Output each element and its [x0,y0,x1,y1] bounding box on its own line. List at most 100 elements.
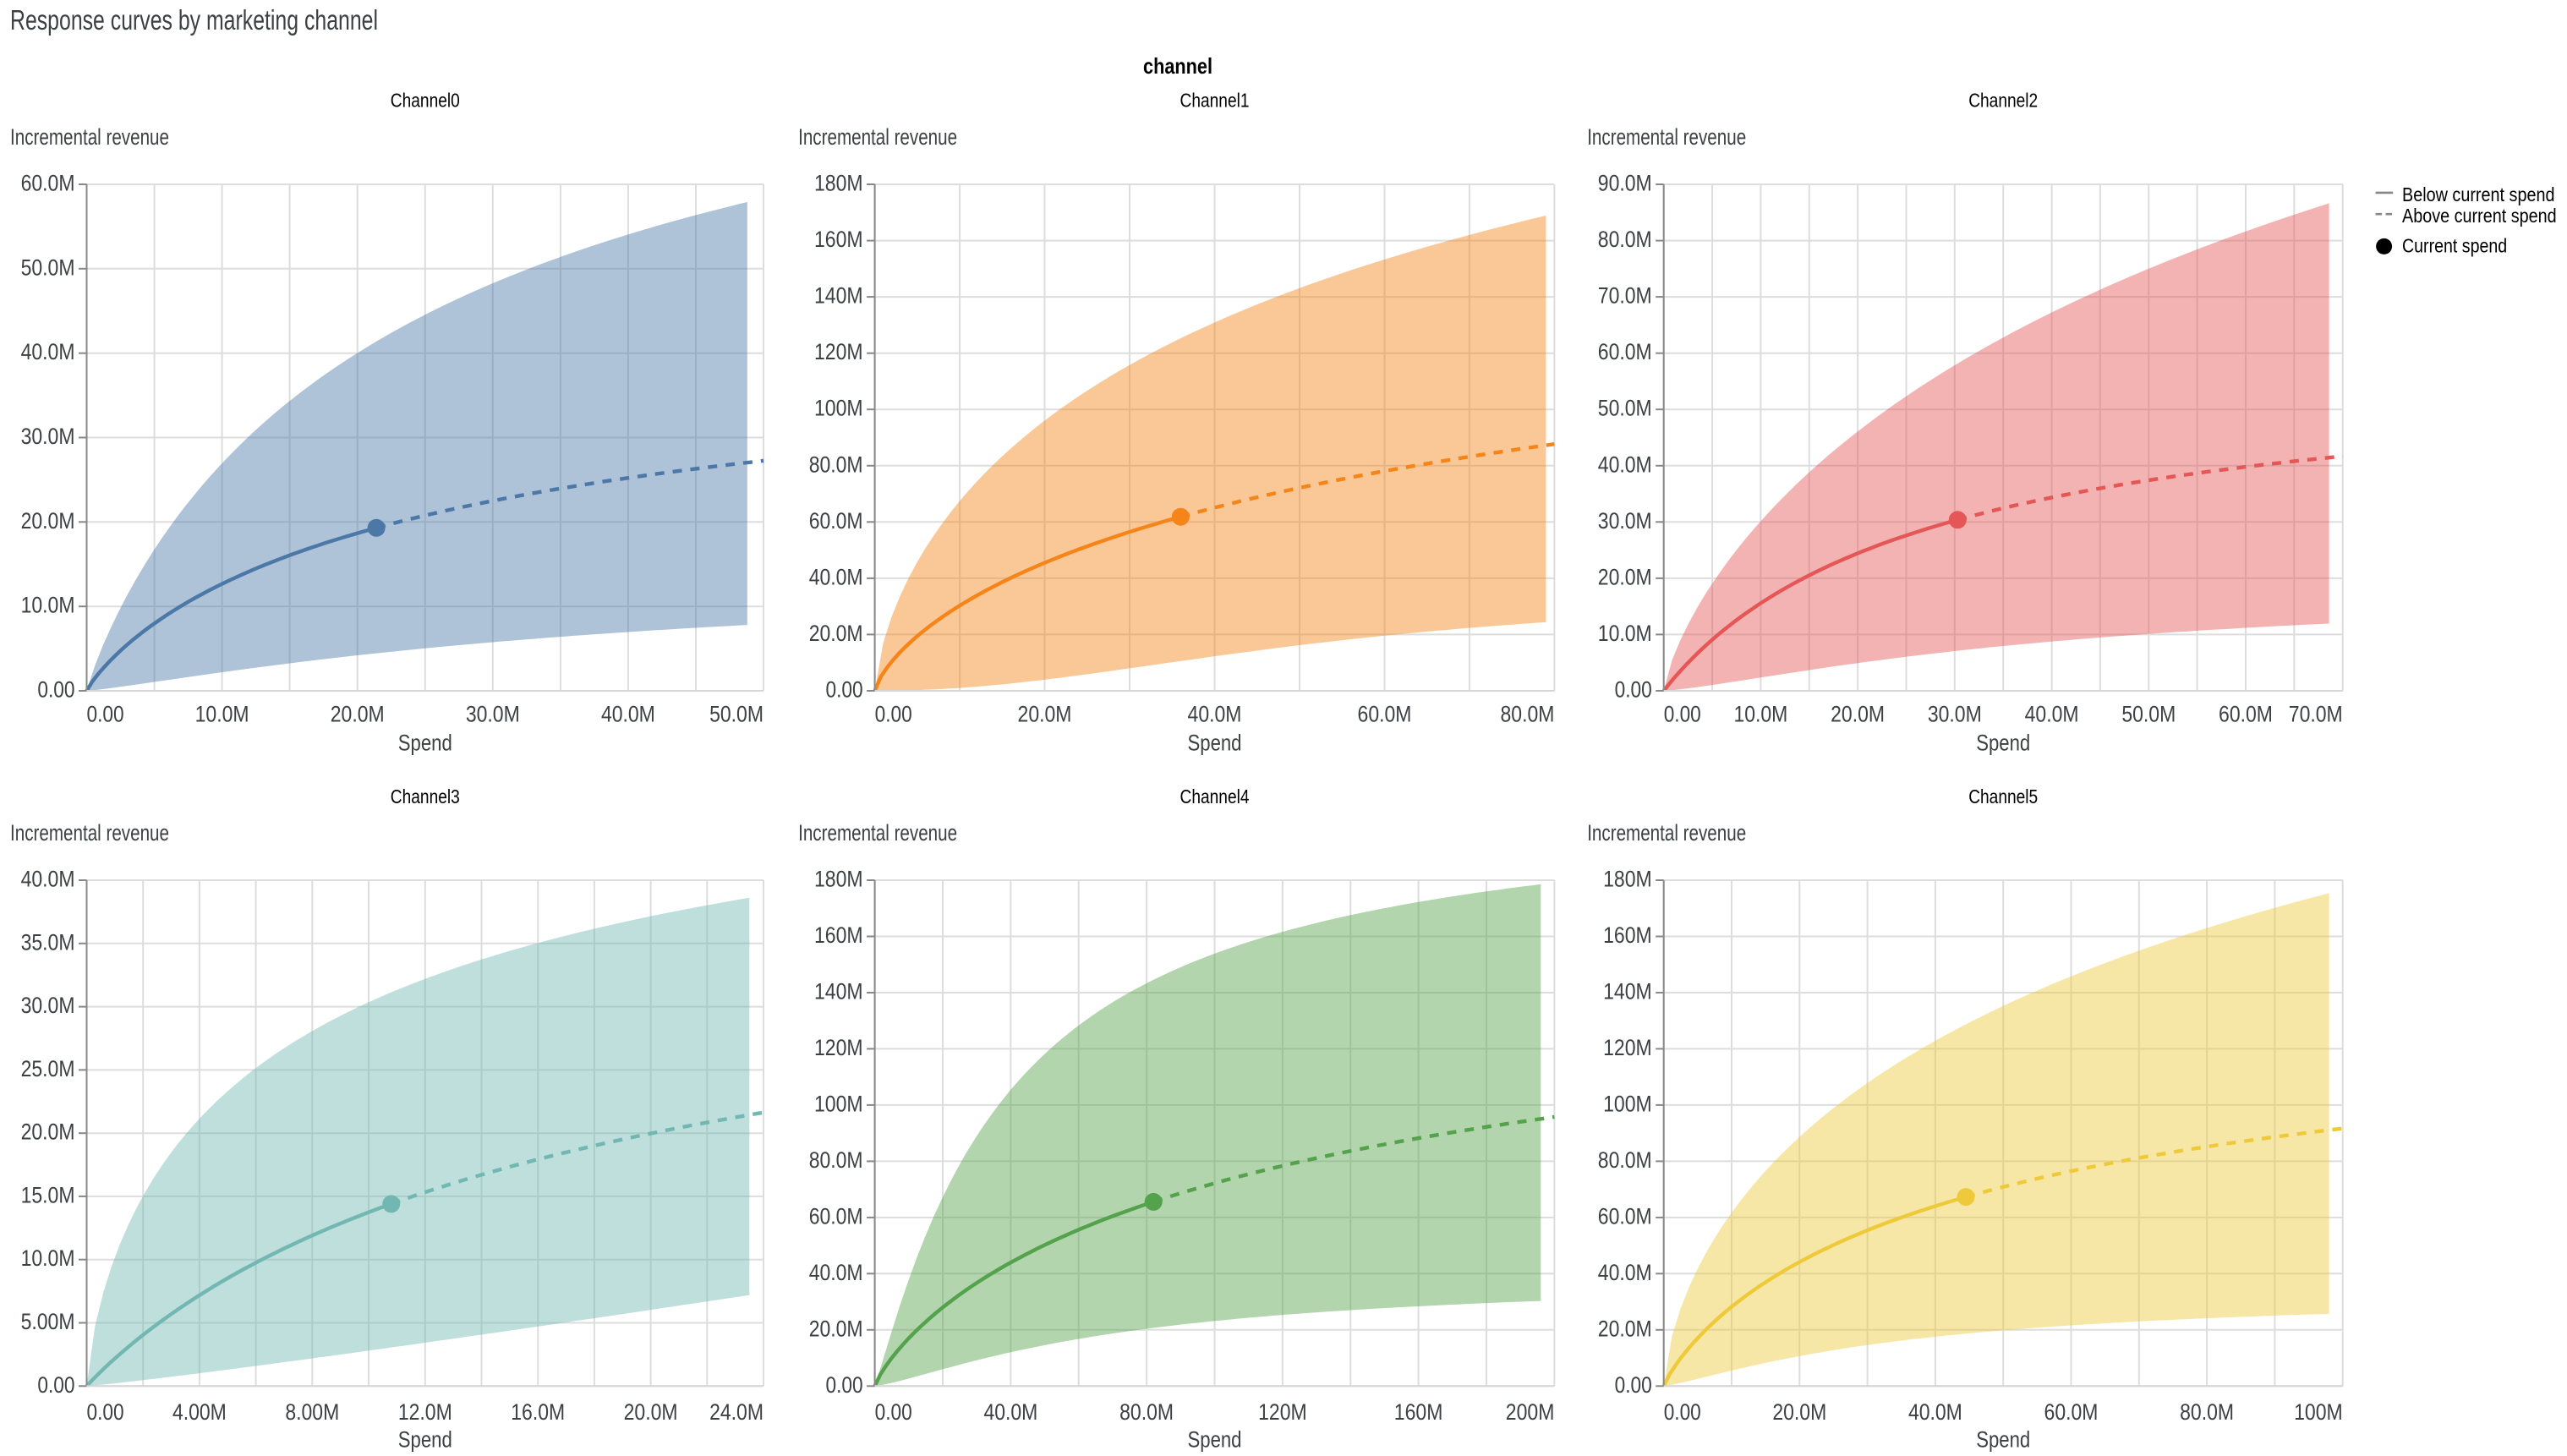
svg-text:20.0M: 20.0M [21,508,75,534]
svg-text:40.0M: 40.0M [21,339,75,364]
svg-text:0.00: 0.00 [37,1372,74,1398]
svg-text:90.0M: 90.0M [1598,171,1652,196]
svg-text:50.0M: 50.0M [21,255,75,280]
svg-text:100M: 100M [814,396,863,421]
svg-text:60.0M: 60.0M [1598,339,1652,364]
svg-text:40.0M: 40.0M [1908,1399,1962,1425]
svg-text:60.0M: 60.0M [1598,1203,1652,1229]
svg-text:Spend: Spend [1976,1426,2030,1452]
svg-text:20.0M: 20.0M [331,702,385,727]
svg-text:25.0M: 25.0M [21,1056,75,1081]
svg-text:0.00: 0.00 [875,702,912,727]
svg-text:160M: 160M [814,227,863,252]
svg-text:120M: 120M [1258,1399,1307,1425]
svg-text:Channel5: Channel5 [1968,785,2038,807]
svg-text:160M: 160M [814,922,863,948]
svg-text:30.0M: 30.0M [1928,702,1982,727]
svg-text:Spend: Spend [1976,731,2030,756]
svg-text:0.00: 0.00 [826,1372,863,1398]
svg-text:100M: 100M [814,1091,863,1116]
svg-text:35.0M: 35.0M [21,929,75,955]
svg-text:0.00: 0.00 [1664,1399,1701,1425]
svg-text:20.0M: 20.0M [21,1119,75,1145]
svg-text:Incremental revenue: Incremental revenue [798,124,957,150]
svg-text:70.0M: 70.0M [2289,702,2343,727]
svg-text:80.0M: 80.0M [1119,1399,1174,1425]
svg-text:30.0M: 30.0M [466,702,520,727]
svg-text:Spend: Spend [398,731,452,756]
svg-text:60.0M: 60.0M [2044,1399,2099,1425]
svg-text:Spend: Spend [1188,1426,1242,1452]
svg-text:10.0M: 10.0M [21,1245,75,1271]
svg-text:40.0M: 40.0M [1188,702,1242,727]
svg-text:20.0M: 20.0M [809,1316,863,1341]
svg-text:100M: 100M [2294,1399,2343,1425]
svg-text:0.00: 0.00 [37,677,74,703]
svg-text:0.00: 0.00 [1615,677,1652,703]
svg-text:20.0M: 20.0M [1598,564,1652,589]
svg-text:Spend: Spend [1188,731,1242,756]
svg-text:80.0M: 80.0M [1598,1147,1652,1173]
svg-text:20.0M: 20.0M [1831,702,1885,727]
svg-text:Current spend: Current spend [2402,235,2507,257]
svg-text:Channel0: Channel0 [391,90,460,112]
svg-text:160M: 160M [1603,922,1652,948]
svg-text:30.0M: 30.0M [21,993,75,1018]
svg-text:0.00: 0.00 [1664,702,1701,727]
svg-text:40.0M: 40.0M [809,1260,863,1285]
svg-text:200M: 200M [1506,1399,1555,1425]
svg-text:0.00: 0.00 [1615,1372,1652,1398]
svg-text:80.0M: 80.0M [809,1147,863,1173]
svg-text:channel: channel [1143,53,1212,79]
svg-text:70.0M: 70.0M [1598,283,1652,309]
svg-text:Channel1: Channel1 [1180,90,1250,112]
svg-text:120M: 120M [814,1035,863,1060]
svg-text:140M: 140M [814,283,863,309]
svg-text:140M: 140M [814,979,863,1004]
svg-text:100M: 100M [1603,1091,1652,1116]
svg-text:80.0M: 80.0M [1598,227,1652,252]
svg-text:Response curves by marketing c: Response curves by marketing channel [10,4,378,36]
svg-text:140M: 140M [1603,979,1652,1004]
svg-text:180M: 180M [814,171,863,196]
svg-text:60.0M: 60.0M [21,171,75,196]
svg-text:Incremental revenue: Incremental revenue [1587,820,1746,846]
svg-text:Channel4: Channel4 [1180,785,1250,807]
svg-text:40.0M: 40.0M [1598,452,1652,477]
svg-text:0.00: 0.00 [875,1399,912,1425]
svg-text:10.0M: 10.0M [21,593,75,618]
svg-text:30.0M: 30.0M [1598,508,1652,534]
svg-text:10.0M: 10.0M [1598,621,1652,646]
svg-text:50.0M: 50.0M [1598,396,1652,421]
svg-text:10.0M: 10.0M [195,702,249,727]
svg-text:120M: 120M [1603,1035,1652,1060]
svg-text:Below current spend: Below current spend [2402,183,2555,205]
svg-text:Incremental revenue: Incremental revenue [10,820,169,846]
svg-text:80.0M: 80.0M [1501,702,1555,727]
svg-text:40.0M: 40.0M [983,1399,1037,1425]
svg-text:120M: 120M [814,339,863,364]
svg-text:20.0M: 20.0M [809,621,863,646]
svg-text:40.0M: 40.0M [21,867,75,892]
svg-text:20.0M: 20.0M [1018,702,1072,727]
svg-text:Above current spend: Above current spend [2402,205,2557,227]
svg-text:15.0M: 15.0M [21,1182,75,1207]
svg-text:20.0M: 20.0M [1772,1399,1826,1425]
svg-text:0.00: 0.00 [87,1399,124,1425]
svg-text:8.00M: 8.00M [285,1399,339,1425]
svg-text:50.0M: 50.0M [709,702,764,727]
svg-text:Channel2: Channel2 [1968,90,2038,112]
svg-text:Channel3: Channel3 [391,785,460,807]
svg-text:80.0M: 80.0M [2180,1399,2234,1425]
svg-text:160M: 160M [1394,1399,1443,1425]
svg-text:16.0M: 16.0M [511,1399,565,1425]
svg-text:60.0M: 60.0M [1358,702,1412,727]
svg-text:180M: 180M [1603,867,1652,892]
svg-text:24.0M: 24.0M [709,1399,764,1425]
svg-text:Incremental revenue: Incremental revenue [798,820,957,846]
svg-text:180M: 180M [814,867,863,892]
svg-text:Incremental revenue: Incremental revenue [10,124,169,150]
svg-text:Spend: Spend [398,1426,452,1452]
svg-text:20.0M: 20.0M [1598,1316,1652,1341]
svg-text:0.00: 0.00 [826,677,863,703]
